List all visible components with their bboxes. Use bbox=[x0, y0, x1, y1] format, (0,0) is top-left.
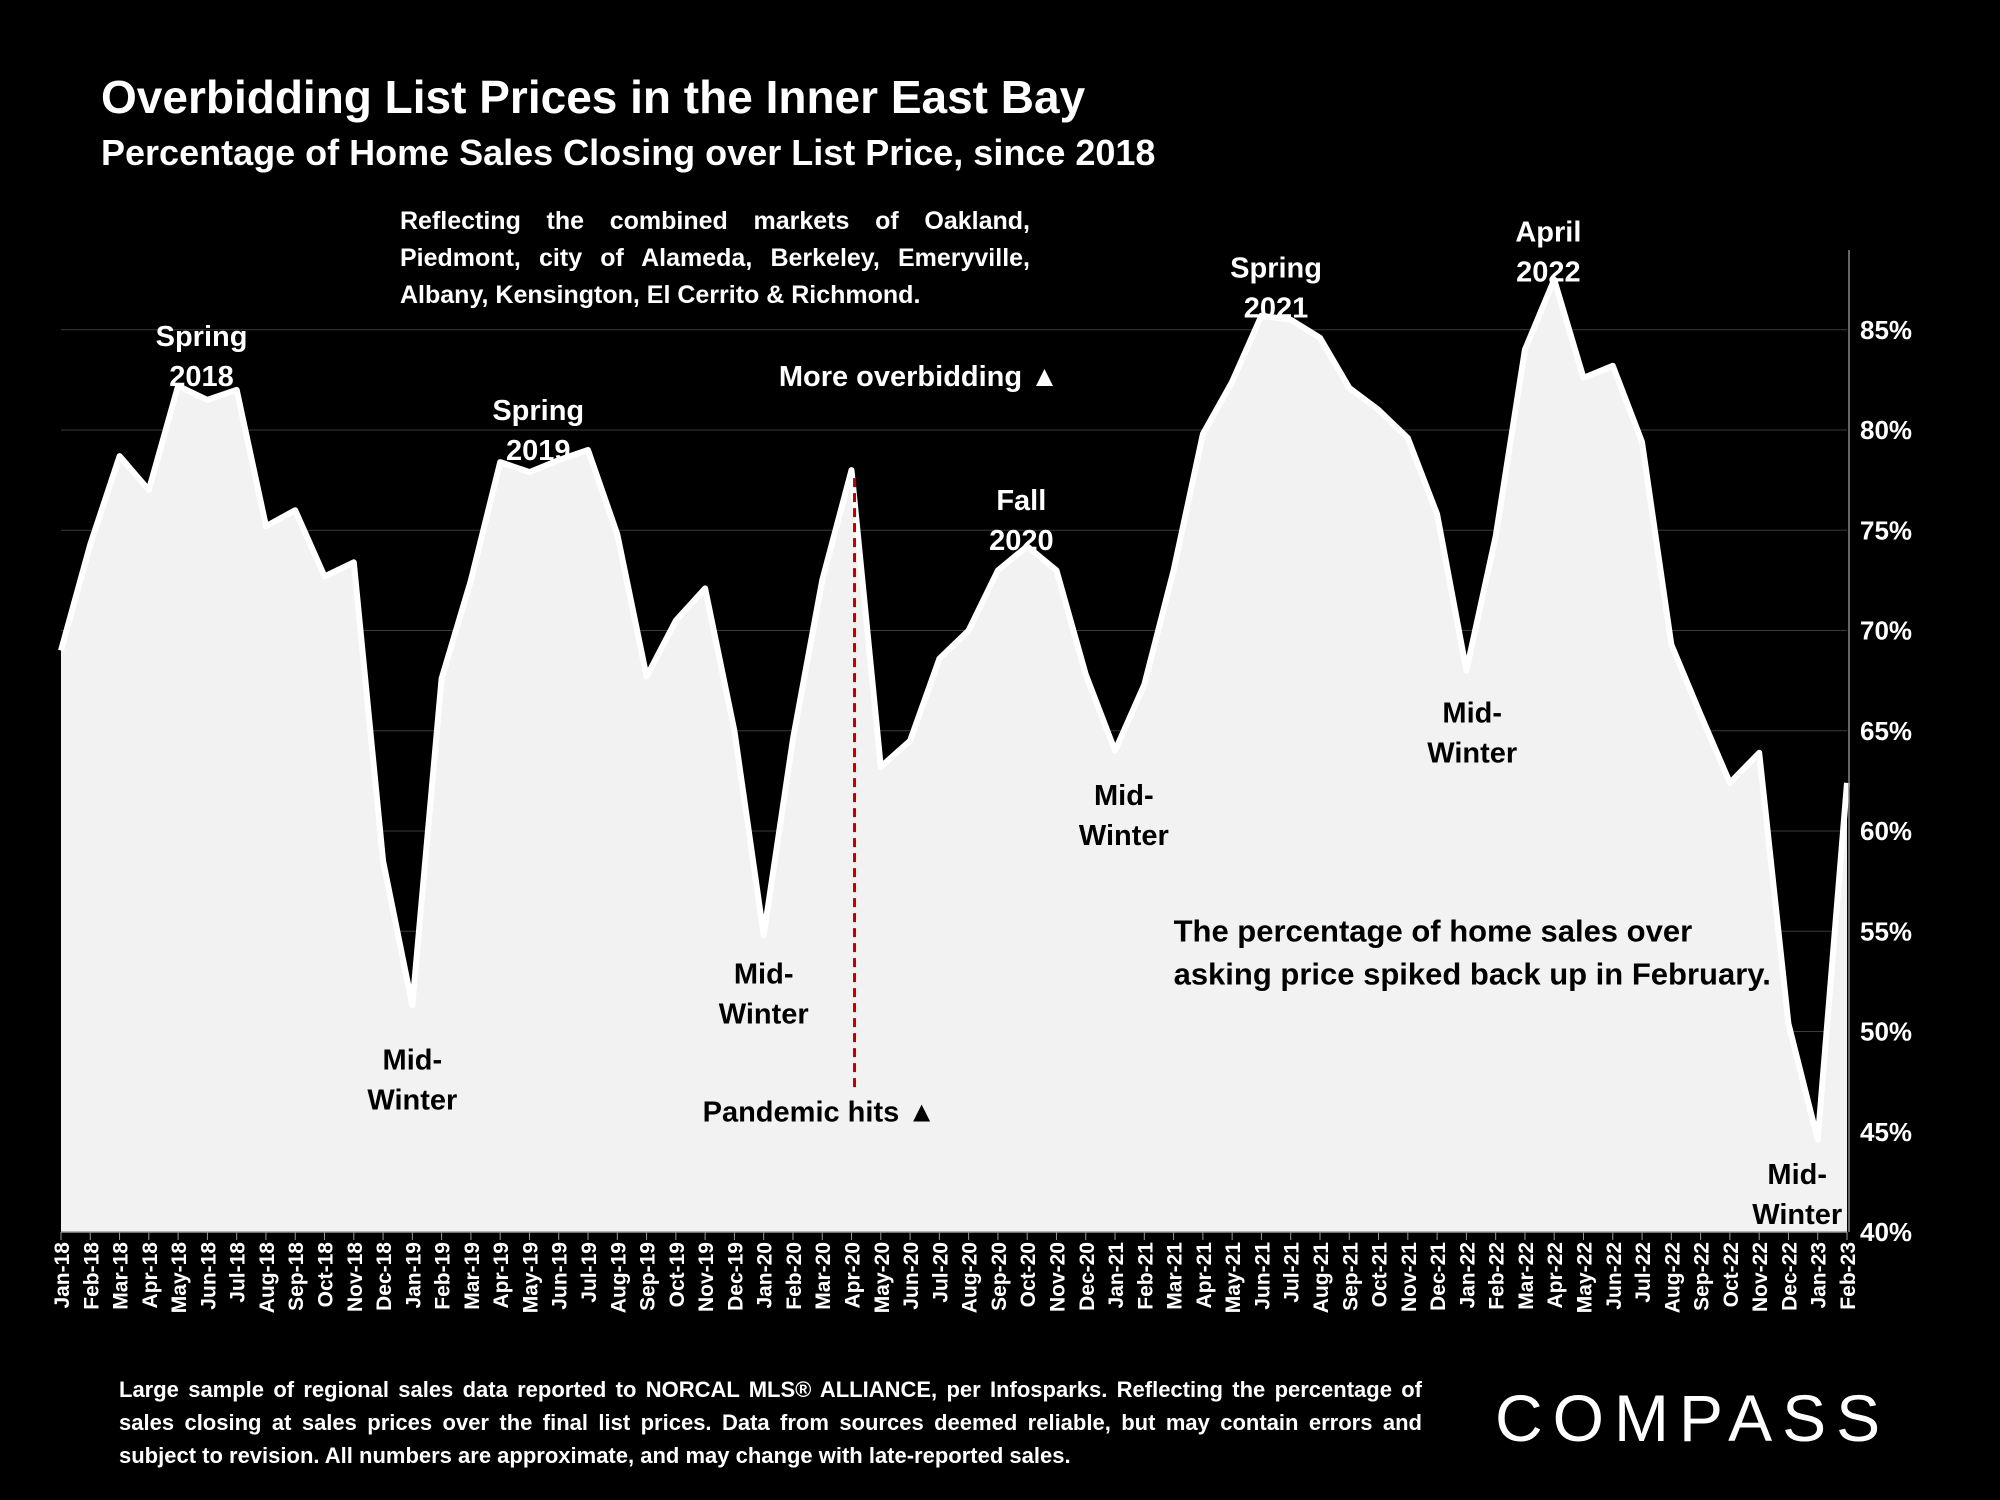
annotation: April 2022 bbox=[1515, 217, 1581, 289]
annotation: Mid-Winter bbox=[719, 958, 809, 1030]
x-tick-label: Mar-18 bbox=[110, 1242, 133, 1310]
x-tick-label: Jan-19 bbox=[402, 1242, 425, 1309]
compass-logo: COMPASS bbox=[1495, 1381, 1891, 1455]
x-tick-label: Jul-20 bbox=[929, 1242, 952, 1303]
chart-title: Overbidding List Prices in the Inner Eas… bbox=[101, 71, 1086, 123]
x-tick-label: Aug-20 bbox=[959, 1242, 982, 1313]
x-tick-label: Aug-22 bbox=[1661, 1242, 1684, 1313]
x-tick-label: May-19 bbox=[519, 1242, 542, 1313]
x-tick-label: Nov-22 bbox=[1749, 1242, 1772, 1312]
x-tick-label: Mar-20 bbox=[812, 1242, 835, 1310]
x-tick-label: Nov-18 bbox=[344, 1242, 367, 1312]
series-line bbox=[58, 276, 1850, 1143]
x-axis: Jan-18 Feb-18 Mar-18 Apr-18 May-18 Jun-18 Jul-… bbox=[51, 1231, 1860, 1314]
x-tick-label: Aug-19 bbox=[607, 1242, 630, 1313]
annotation: Fall 2020 bbox=[989, 485, 1054, 557]
x-tick-label: Nov-21 bbox=[1398, 1242, 1421, 1312]
area-fill bbox=[61, 279, 1847, 1233]
x-tick-label: Jan-21 bbox=[1105, 1242, 1128, 1309]
x-tick-label: Nov-19 bbox=[695, 1242, 718, 1312]
annotation: More overbidding ▲ bbox=[779, 361, 1059, 393]
x-tick-label: Jul-22 bbox=[1632, 1242, 1655, 1303]
x-tick-label: Jun-21 bbox=[1251, 1242, 1274, 1310]
y-tick-label: 70% bbox=[1860, 616, 1912, 646]
annotation: Mid-Winter bbox=[1752, 1159, 1842, 1231]
y-tick-label: 60% bbox=[1860, 816, 1912, 846]
markets-note: Reflecting the combined markets of Oakla… bbox=[400, 207, 1030, 309]
y-tick-label: 50% bbox=[1860, 1017, 1912, 1047]
x-tick-label: Dec-22 bbox=[1778, 1242, 1801, 1311]
x-tick-label: Oct-22 bbox=[1720, 1242, 1743, 1307]
x-tick-label: Dec-20 bbox=[1076, 1242, 1099, 1311]
x-tick-label: Feb-19 bbox=[432, 1242, 455, 1310]
area-series bbox=[58, 276, 1850, 1233]
x-tick-label: Sep-22 bbox=[1691, 1242, 1714, 1311]
x-tick-label: Aug-21 bbox=[1310, 1242, 1333, 1313]
x-tick-label: Oct-20 bbox=[1017, 1242, 1040, 1307]
y-tick-label: 80% bbox=[1860, 415, 1912, 445]
x-tick-label: Jan-20 bbox=[754, 1242, 777, 1309]
annotation: Mid-Winter bbox=[367, 1045, 457, 1117]
x-tick-label: Apr-22 bbox=[1544, 1242, 1567, 1309]
x-tick-label: Jul-19 bbox=[578, 1242, 601, 1303]
y-tick-label: 75% bbox=[1860, 515, 1912, 545]
y-axis: 40% 45% 50% 55% 60% 65% 70% 75% 80% 85% bbox=[1848, 250, 1912, 1247]
x-tick-label: Jul-18 bbox=[227, 1242, 250, 1303]
x-tick-label: May-18 bbox=[168, 1242, 191, 1314]
x-tick-label: Jan-22 bbox=[1456, 1242, 1479, 1309]
x-tick-label: Jun-18 bbox=[197, 1242, 220, 1310]
annotation: Mid-Winter bbox=[1427, 698, 1517, 770]
annotation: Mid-Winter bbox=[1079, 780, 1169, 852]
x-tick-label: Mar-22 bbox=[1515, 1242, 1538, 1310]
x-tick-label: Dec-19 bbox=[724, 1242, 747, 1311]
x-tick-label: Apr-21 bbox=[1193, 1242, 1216, 1309]
x-tick-label: Feb-20 bbox=[783, 1242, 806, 1310]
x-tick-label: Apr-19 bbox=[490, 1242, 513, 1309]
x-tick-label: Nov-20 bbox=[1046, 1242, 1069, 1312]
x-tick-label: Jan-23 bbox=[1808, 1242, 1831, 1309]
x-tick-label: Dec-18 bbox=[373, 1242, 396, 1311]
x-tick-label: Aug-18 bbox=[256, 1242, 279, 1313]
x-tick-label: Oct-18 bbox=[315, 1242, 338, 1308]
x-tick-label: Sep-18 bbox=[285, 1242, 308, 1311]
annotation: Pandemic hits ▲ bbox=[703, 1097, 936, 1129]
x-tick-label: Oct-21 bbox=[1369, 1242, 1392, 1308]
x-tick-label: Apr-18 bbox=[139, 1242, 162, 1309]
x-tick-label: Jun-20 bbox=[900, 1242, 923, 1310]
x-tick-label: Jul-21 bbox=[1281, 1242, 1304, 1303]
x-tick-label: Sep-19 bbox=[637, 1242, 660, 1311]
chart-subtitle: Percentage of Home Sales Closing over Li… bbox=[101, 132, 1156, 173]
y-tick-label: 65% bbox=[1860, 716, 1912, 746]
x-tick-label: Feb-23 bbox=[1837, 1242, 1860, 1310]
annotation: Spring 2018 bbox=[156, 321, 248, 393]
y-tick-label: 55% bbox=[1860, 916, 1912, 946]
y-tick-label: 85% bbox=[1860, 315, 1912, 345]
annotation: The percentage of home sales over asking … bbox=[1174, 913, 1771, 991]
x-tick-label: Mar-19 bbox=[461, 1242, 484, 1310]
x-tick-label: Jun-19 bbox=[549, 1242, 572, 1310]
x-tick-label: Mar-21 bbox=[1164, 1242, 1187, 1310]
x-tick-label: Dec-21 bbox=[1427, 1242, 1450, 1311]
x-tick-label: Oct-19 bbox=[666, 1242, 689, 1307]
y-tick-label: 45% bbox=[1860, 1117, 1912, 1147]
annotations: Spring 2018 Spring 2019 Fall 2020 Spring 2021 Ap… bbox=[156, 217, 1843, 1231]
x-tick-label: May-22 bbox=[1573, 1242, 1596, 1313]
footnote: Large sample of regional sales data repo… bbox=[119, 1377, 1422, 1468]
y-tick-label: 40% bbox=[1860, 1217, 1912, 1247]
x-tick-label: Jan-18 bbox=[51, 1242, 74, 1309]
x-tick-label: Feb-18 bbox=[80, 1242, 103, 1310]
x-tick-label: May-20 bbox=[871, 1242, 894, 1313]
annotation: Spring 2021 bbox=[1230, 253, 1322, 325]
annotation: Spring 2019 bbox=[492, 395, 584, 467]
x-tick-label: Jun-22 bbox=[1603, 1242, 1626, 1310]
x-tick-label: Apr-20 bbox=[842, 1242, 865, 1309]
x-tick-label: Sep-21 bbox=[1339, 1242, 1362, 1311]
x-tick-label: Sep-20 bbox=[988, 1242, 1011, 1311]
x-tick-label: May-21 bbox=[1222, 1242, 1245, 1314]
x-tick-label: Feb-21 bbox=[1134, 1242, 1157, 1310]
x-tick-label: Feb-22 bbox=[1486, 1242, 1509, 1310]
